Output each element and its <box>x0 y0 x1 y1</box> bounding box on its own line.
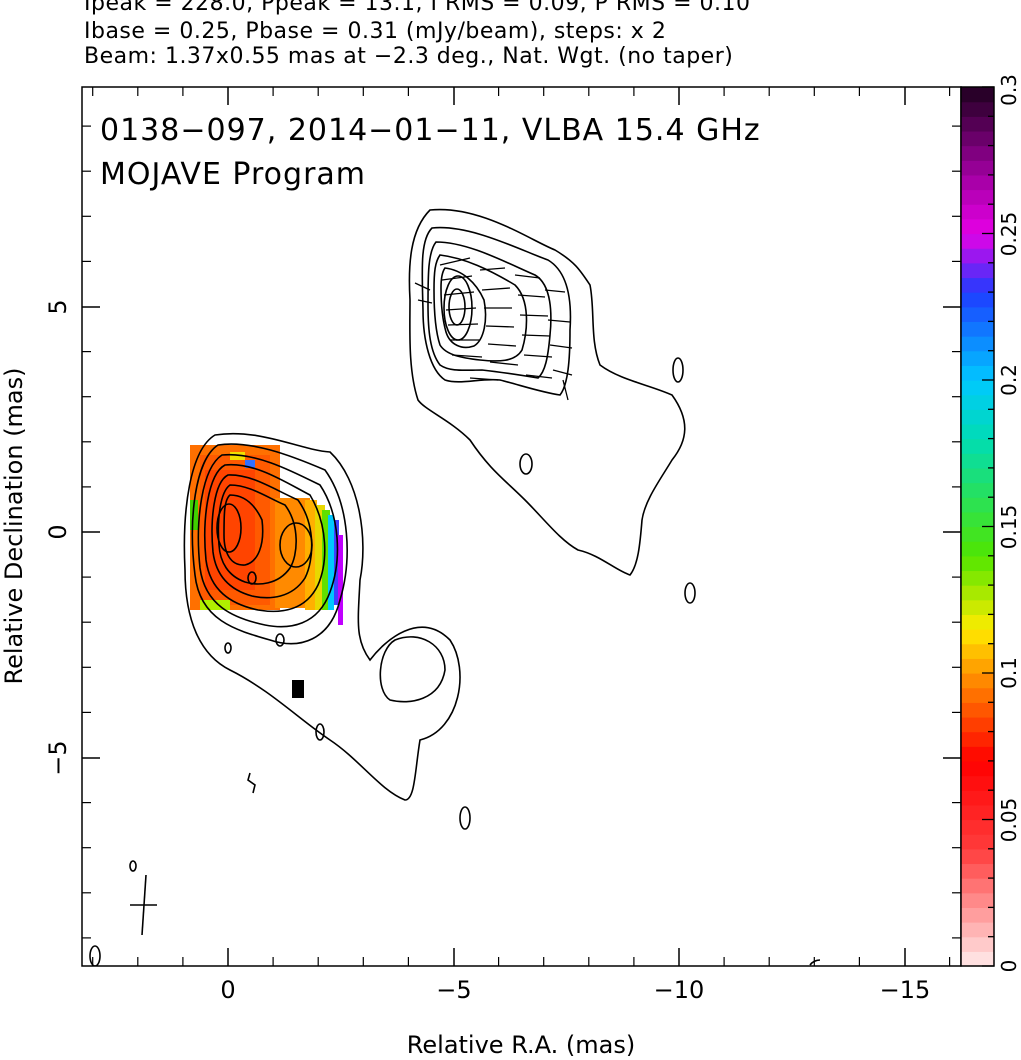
colorbar-segment <box>961 174 994 191</box>
colorbar-segment <box>961 336 994 352</box>
header-line-3: Beam: 1.37x0.55 mas at −2.3 deg., Nat. W… <box>84 44 734 69</box>
colorbar-segment <box>961 775 994 791</box>
colorbar-segment <box>961 907 994 923</box>
colorbar-segment <box>961 716 994 733</box>
x-tick-label: −5 <box>436 976 471 1004</box>
colorbar-segment <box>961 731 994 747</box>
colorbar-segment <box>961 292 994 308</box>
colorbar-tick-label: 0.05 <box>997 798 1021 843</box>
colorbar-segment <box>961 673 994 689</box>
colorbar-segment <box>961 614 994 630</box>
colorbar-segment <box>961 658 994 674</box>
header-line-1: Ipeak = 228.0, Ppeak = 13.1, I RMS = 0.0… <box>84 0 751 16</box>
colorbar-segment <box>961 321 994 337</box>
colorbar-tick-label: 0.25 <box>997 212 1021 257</box>
colorbar-tick-label: 0.2 <box>997 364 1021 396</box>
colorbar-segment <box>961 160 994 176</box>
x-tick-label: −10 <box>654 976 705 1004</box>
colorbar-segment <box>961 453 994 469</box>
intensity-contours-core <box>89 432 821 966</box>
colorbar-segment <box>961 423 994 440</box>
colorbar-segment <box>961 262 994 279</box>
x-axis: 0 −5 −10 −15 Relative R.A. (mas) <box>220 87 930 1059</box>
polarization-vectors <box>414 257 573 401</box>
colorbar-segment <box>961 130 994 147</box>
colorbar-segment <box>961 467 994 484</box>
header-line-2: Ibase = 0.25, Pbase = 0.31 (mJy/beam), s… <box>84 19 667 44</box>
colorbar-segment <box>961 863 994 879</box>
x-tick-label: −15 <box>880 976 931 1004</box>
colorbar-tick-label: 0 <box>997 960 1021 973</box>
x-tick-label: 0 <box>220 976 235 1004</box>
colorbar-segment <box>961 760 994 777</box>
y-tick-label: 5 <box>44 299 72 314</box>
colorbar-segment <box>961 409 994 425</box>
colorbar-segment <box>961 145 994 161</box>
colorbar-segment <box>961 365 994 381</box>
colorbar-segment <box>961 350 994 366</box>
colorbar-segment <box>961 804 994 821</box>
colorbar-segment <box>961 189 994 205</box>
colorbar-segment <box>961 746 994 762</box>
colorbar-segment <box>961 599 994 615</box>
map-title: 0138−097, 2014−01−11, VLBA 15.4 GHz <box>100 113 761 148</box>
colorbar-segment <box>961 438 994 454</box>
y-tick-label: −5 <box>44 740 72 775</box>
colorbar-segment <box>961 541 994 557</box>
colorbar-segment <box>961 819 994 835</box>
intensity-contours-jet <box>408 208 696 604</box>
y-tick-label: 0 <box>44 524 72 539</box>
y-axis: 5 0 −5 Relative Declination (mas) <box>0 299 961 776</box>
colorbar-segment <box>961 218 994 235</box>
colorbar-segment <box>961 892 994 908</box>
colorbar-segment <box>961 526 994 542</box>
colorbar-segment <box>961 951 994 967</box>
colorbar-segment <box>961 790 994 806</box>
colorbar-segment <box>961 511 994 528</box>
x-axis-title: Relative R.A. (mas) <box>407 1031 635 1059</box>
colorbar-segment <box>961 687 994 703</box>
colorbar: 0 0.05 0.1 0.15 0.2 0.25 0.3 <box>960 74 1021 973</box>
colorbar-tick-label: 0.15 <box>997 505 1021 550</box>
colorbar-segment <box>961 101 994 117</box>
colorbar-segment <box>961 922 994 938</box>
colorbar-segment <box>961 380 994 396</box>
map-content <box>89 208 821 966</box>
y-axis-title: Relative Declination (mas) <box>0 367 28 684</box>
colorbar-segment <box>961 570 994 586</box>
colorbar-segment <box>961 834 994 850</box>
colorbar-segment <box>961 936 994 952</box>
colorbar-segment <box>961 848 994 865</box>
colorbar-segment <box>961 878 994 894</box>
colorbar-segment <box>961 482 994 498</box>
colorbar-segment <box>961 643 994 659</box>
colorbar-segment <box>961 233 994 249</box>
colorbar-segment <box>961 277 994 293</box>
colorbar-segment <box>961 585 994 601</box>
colorbar-segment <box>961 555 994 572</box>
colorbar-segment <box>961 702 994 718</box>
colorbar-segment <box>961 87 994 103</box>
colorbar-segment <box>961 629 994 645</box>
map-subtitle: MOJAVE Program <box>100 157 366 192</box>
colorbar-segment <box>961 116 994 132</box>
colorbar-segment <box>961 204 994 220</box>
polarization-marker <box>292 680 304 698</box>
colorbar-tick-label: 0.1 <box>997 657 1021 689</box>
colorbar-segment <box>961 248 994 264</box>
colorbar-gradient <box>961 87 994 967</box>
beam-cross <box>130 874 157 936</box>
minor-ticks <box>82 87 961 966</box>
colorbar-segment <box>961 394 994 410</box>
colorbar-segment <box>961 497 994 513</box>
colorbar-tick-label: 0.3 <box>997 74 1021 106</box>
colorbar-segment <box>961 306 994 322</box>
